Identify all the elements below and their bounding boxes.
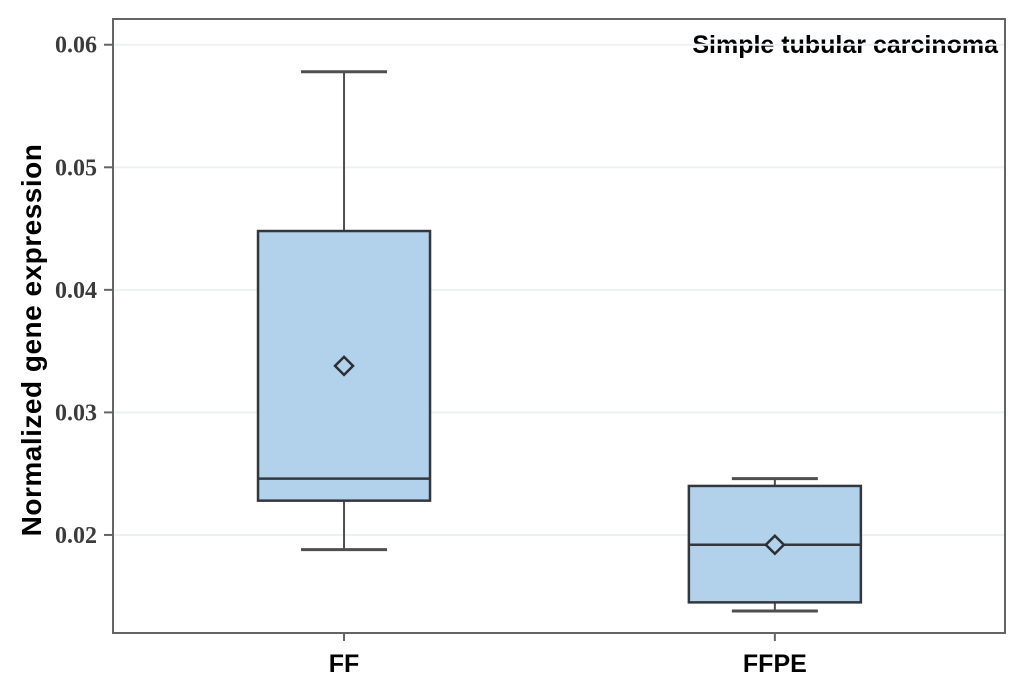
mean-diamond: [764, 533, 786, 556]
y-tick-label: 0.04: [55, 278, 97, 304]
x-category-label: FFPE: [743, 650, 807, 678]
y-tick-label: 0.05: [55, 155, 97, 181]
mean-diamond: [333, 355, 355, 377]
y-tick-label: 0.02: [55, 523, 97, 549]
y-tick-label: 0.06: [55, 33, 97, 59]
box-group-ffpe: FFPE: [687, 477, 863, 678]
plot-frame: [112, 18, 1006, 634]
box-group-ff: FF: [256, 70, 432, 678]
y-tick-label: 0.03: [55, 400, 97, 426]
x-category-label: FF: [329, 650, 360, 678]
